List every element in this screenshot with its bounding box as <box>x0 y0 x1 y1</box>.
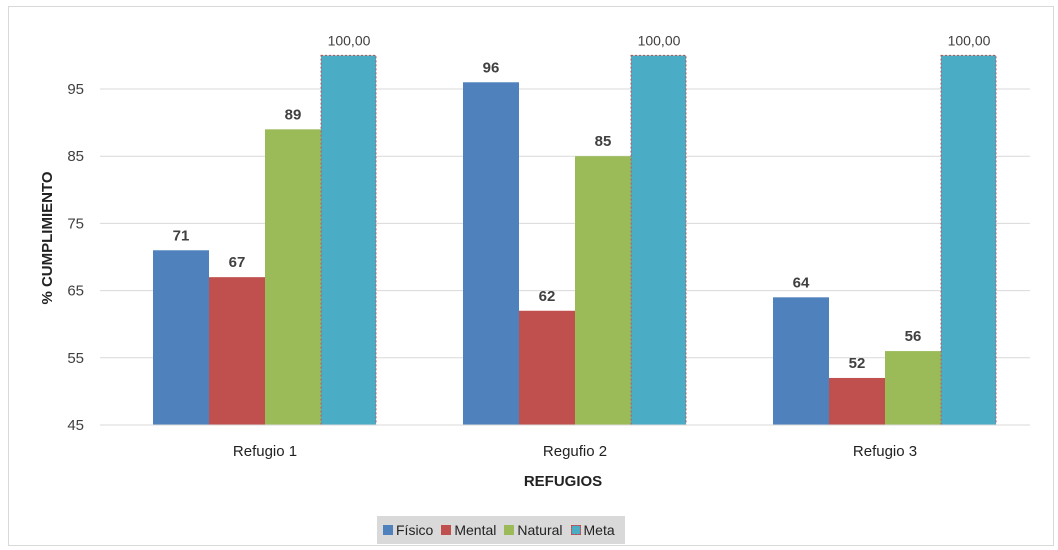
bar-fisico <box>153 250 209 425</box>
y-tick-label: 85 <box>67 148 84 165</box>
legend-swatch-natural <box>504 525 515 535</box>
x-tick-label: Regufio 2 <box>543 443 607 460</box>
legend-item-fisico: Físico <box>383 522 437 538</box>
legend-swatch-fisico <box>383 525 393 535</box>
x-axis-title: REFUGIOS <box>524 473 602 490</box>
data-label: 67 <box>229 254 246 271</box>
y-tick-label: 95 <box>67 81 84 98</box>
data-label: 96 <box>483 59 500 76</box>
data-label: 62 <box>539 288 556 305</box>
legend-label-meta: Meta <box>583 522 615 538</box>
bar-meta <box>940 54 997 426</box>
data-label: 64 <box>793 274 810 291</box>
data-label: 52 <box>849 355 866 372</box>
legend-item-meta: Meta <box>570 522 619 538</box>
data-label: 89 <box>285 106 302 123</box>
bar-natural <box>265 129 321 425</box>
legend-item-mental: Mental <box>441 522 500 538</box>
bar-meta <box>630 54 687 426</box>
bar-mental <box>209 277 265 425</box>
data-label: 56 <box>905 328 922 345</box>
bar-fisico <box>773 297 829 425</box>
bar-natural <box>575 156 631 425</box>
legend-label-fisico: Físico <box>396 522 434 538</box>
bar-meta <box>320 54 377 426</box>
y-tick-label: 55 <box>67 350 84 367</box>
legend-swatch-meta <box>570 525 581 535</box>
y-tick-label: 45 <box>67 417 84 434</box>
legend: Físico Mental Natural Meta <box>377 516 625 544</box>
legend-label-mental: Mental <box>454 522 497 538</box>
bar-fisico <box>463 82 519 425</box>
data-label: 100,00 <box>328 32 371 48</box>
y-tick-label: 65 <box>67 283 84 300</box>
y-axis-title: % CUMPLIMIENTO <box>39 171 56 304</box>
data-label: 71 <box>173 227 190 244</box>
y-tick-label: 75 <box>67 215 84 232</box>
bar-natural <box>885 351 941 425</box>
legend-item-natural: Natural <box>504 522 566 538</box>
legend-swatch-mental <box>441 525 452 535</box>
bar-mental <box>519 310 575 425</box>
data-label: 100,00 <box>948 32 991 48</box>
legend-label-natural: Natural <box>517 522 563 538</box>
x-tick-label: Refugio 3 <box>853 443 917 460</box>
bar-mental <box>829 377 885 425</box>
data-label: 100,00 <box>638 32 681 48</box>
data-label: 85 <box>595 133 612 150</box>
x-tick-label: Refugio 1 <box>233 443 297 460</box>
